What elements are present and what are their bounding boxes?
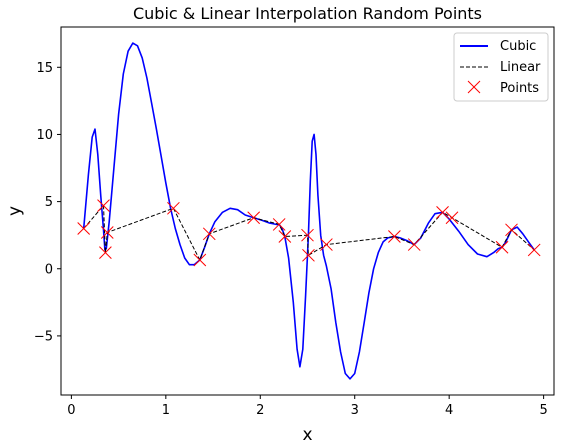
- legend-swatch-points: [467, 80, 481, 94]
- points-layer: [77, 199, 541, 267]
- data-point: [99, 246, 112, 259]
- y-tick-label: 15: [36, 61, 53, 76]
- y-axis: −5 0 5 10 15: [34, 61, 61, 344]
- legend-label-points: Points: [500, 81, 539, 96]
- x-tick-label: 0: [67, 403, 75, 418]
- x-tick-label: 1: [162, 403, 170, 418]
- legend-label-cubic: Cubic: [500, 39, 536, 54]
- legend: Cubic Linear Points: [453, 32, 549, 102]
- x-tick-label: 2: [256, 403, 264, 418]
- y-tick-label: 10: [36, 128, 53, 143]
- x-tick-label: 5: [539, 403, 547, 418]
- data-point: [407, 238, 421, 251]
- chart-title: Cubic & Linear Interpolation Random Poin…: [133, 4, 482, 23]
- data-point: [527, 243, 541, 257]
- data-point: [445, 211, 459, 225]
- data-point: [495, 240, 509, 254]
- data-point: [436, 205, 449, 219]
- data-point: [320, 238, 333, 251]
- data-point: [193, 253, 207, 267]
- legend-label-linear: Linear: [500, 60, 541, 75]
- data-point: [388, 230, 401, 243]
- plot-frame: [60, 26, 555, 396]
- data-point: [202, 227, 216, 241]
- series-line-cubic: [82, 42, 535, 380]
- data-point: [167, 201, 180, 215]
- data-point: [301, 228, 314, 242]
- y-tick-label: −5: [34, 329, 53, 344]
- x-axis: 0 1 2 3 4 5: [67, 395, 548, 418]
- y-axis-label: y: [5, 206, 25, 216]
- x-tick-label: 3: [351, 403, 359, 418]
- data-point: [97, 199, 110, 212]
- data-point: [278, 230, 292, 243]
- data-point: [272, 218, 286, 231]
- x-axis-label: x: [302, 425, 312, 445]
- y-tick-label: 0: [45, 262, 53, 277]
- x-tick-label: 4: [445, 403, 453, 418]
- data-point: [100, 226, 114, 239]
- data-point: [77, 222, 91, 235]
- data-point: [302, 248, 315, 262]
- y-tick-label: 5: [45, 195, 53, 210]
- data-point: [505, 223, 518, 237]
- data-point: [247, 211, 261, 225]
